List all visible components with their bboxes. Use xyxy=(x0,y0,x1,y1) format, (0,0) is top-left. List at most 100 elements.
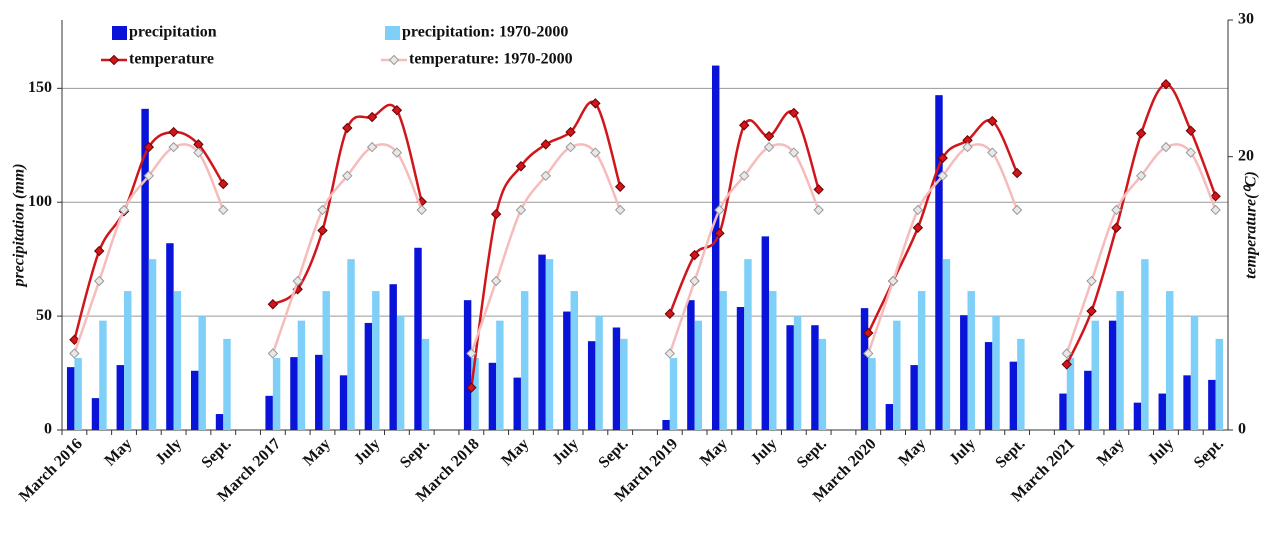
marker xyxy=(1086,305,1097,317)
y-tick-label: 100 xyxy=(28,193,52,210)
marker xyxy=(614,181,626,192)
bar xyxy=(563,311,571,430)
bar xyxy=(711,65,720,431)
marker xyxy=(143,170,155,182)
bar xyxy=(893,320,901,430)
marker xyxy=(267,299,279,310)
bar xyxy=(687,300,695,430)
bar xyxy=(173,291,182,430)
bar xyxy=(339,375,348,430)
bar xyxy=(992,316,1000,430)
x-tick-label: May xyxy=(1094,435,1128,469)
marker xyxy=(714,227,725,239)
bar xyxy=(148,259,157,430)
bar xyxy=(520,291,529,430)
x-tick-label: July xyxy=(351,435,384,468)
bar xyxy=(793,316,802,430)
bar xyxy=(736,307,745,430)
marker xyxy=(1061,359,1072,370)
bar xyxy=(612,327,621,430)
bar xyxy=(1084,370,1092,430)
marker xyxy=(1111,204,1122,216)
x-tick-label: Sept. xyxy=(198,435,234,471)
bar xyxy=(290,357,298,430)
bar xyxy=(935,95,943,431)
marker xyxy=(466,382,477,393)
bar xyxy=(669,358,678,430)
bar xyxy=(322,291,330,430)
bar xyxy=(744,259,752,430)
bar xyxy=(595,316,603,430)
x-tick-label: Sept. xyxy=(992,435,1028,471)
bar xyxy=(272,358,281,430)
bar xyxy=(1208,379,1216,430)
bar xyxy=(74,358,82,430)
bar xyxy=(545,259,554,430)
bar xyxy=(99,320,107,430)
bar xyxy=(389,284,397,430)
marker xyxy=(515,204,527,216)
marker xyxy=(292,275,303,287)
marker xyxy=(416,204,427,216)
marker xyxy=(565,126,576,138)
bar xyxy=(1009,361,1018,430)
legend-label: temperature: 1970-2000 xyxy=(409,51,573,68)
x-tick-label: July xyxy=(549,435,582,468)
marker xyxy=(540,170,551,182)
legend-swatch xyxy=(385,26,400,40)
bar xyxy=(166,243,174,430)
marker xyxy=(540,139,551,150)
marker xyxy=(788,107,800,119)
marker xyxy=(490,275,502,287)
bar xyxy=(761,236,770,430)
marker xyxy=(1185,125,1196,136)
bar xyxy=(66,367,75,430)
marker xyxy=(94,245,105,257)
legend-label: temperature xyxy=(129,51,214,68)
y-tick-label: 150 xyxy=(28,79,52,96)
x-tick-label: March 2016 xyxy=(16,435,86,505)
bar xyxy=(662,419,670,430)
marker xyxy=(118,204,130,216)
bar xyxy=(1091,320,1099,430)
marker xyxy=(69,334,80,346)
bar xyxy=(1158,393,1166,430)
bar xyxy=(513,377,521,430)
x-tick-label: May xyxy=(895,435,929,469)
marker xyxy=(1210,204,1221,216)
marker xyxy=(1135,170,1147,182)
bar xyxy=(1183,375,1191,430)
x-tick-label: July xyxy=(152,435,185,468)
bar xyxy=(910,365,918,430)
x-tick-label: May xyxy=(697,435,731,469)
bar xyxy=(223,338,231,430)
marker xyxy=(168,141,179,153)
bar xyxy=(1116,291,1124,430)
bar xyxy=(315,354,323,430)
x-tick-label: May xyxy=(101,435,135,469)
marker xyxy=(590,147,601,158)
marker xyxy=(391,147,403,158)
bar xyxy=(496,320,504,430)
marker xyxy=(168,126,179,138)
marker xyxy=(962,141,973,153)
bar xyxy=(868,358,876,430)
bar xyxy=(960,315,968,430)
bar xyxy=(116,365,125,430)
marker xyxy=(937,152,948,164)
bar xyxy=(198,316,206,430)
x-tick-label: Sept. xyxy=(1191,435,1227,471)
marker xyxy=(937,170,948,182)
bar xyxy=(1141,259,1149,430)
x-tick-label: May xyxy=(300,435,334,469)
bar xyxy=(1017,338,1025,430)
x-tick-label: Sept. xyxy=(397,435,433,471)
y2-axis-label: temperature(⁰C) xyxy=(1243,171,1260,279)
bar xyxy=(124,291,132,430)
bar xyxy=(967,291,975,430)
marker xyxy=(739,170,750,182)
marker xyxy=(788,147,800,158)
y-tick-label: 50 xyxy=(36,307,52,324)
marker xyxy=(342,122,353,134)
bar xyxy=(488,362,497,430)
